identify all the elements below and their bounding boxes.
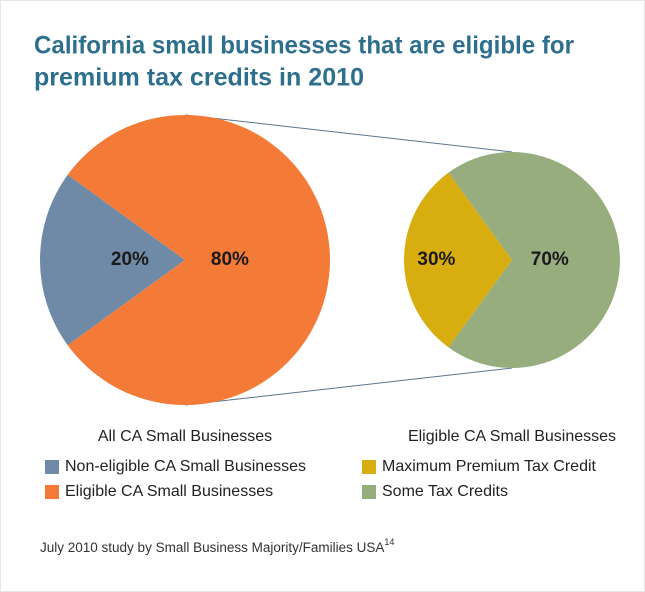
pie-slice: [39, 174, 185, 346]
legend-label: Eligible CA Small Businesses: [65, 483, 273, 500]
source-text: July 2010 study by Small Business Majori…: [40, 540, 384, 555]
source: July 2010 study by Small Business Majori…: [40, 537, 394, 554]
footnote: 14: [384, 537, 394, 547]
legend-swatch: [45, 485, 59, 499]
data-label: 20%: [111, 249, 149, 270]
pie-label: Eligible CA Small Businesses: [408, 428, 616, 445]
pie-slice: [448, 151, 620, 368]
chart-title: premium tax credits in 2010: [34, 64, 364, 92]
data-label: 30%: [417, 249, 455, 270]
connector: [184, 114, 513, 153]
pie-label: All CA Small Businesses: [98, 428, 272, 445]
pie-slice: [67, 114, 330, 405]
legend-swatch: [45, 460, 59, 474]
connector: [184, 367, 513, 406]
data-label: 80%: [211, 249, 249, 270]
chart-title: California small businesses that are eli…: [34, 32, 574, 60]
legend-swatch: [362, 485, 376, 499]
legend-label: Some Tax Credits: [382, 483, 508, 500]
legend-label: Non-eligible CA Small Businesses: [65, 458, 306, 475]
pie-slice: [403, 172, 512, 348]
legend-label: Maximum Premium Tax Credit: [382, 458, 597, 475]
data-label: 70%: [531, 249, 569, 270]
legend-swatch: [362, 460, 376, 474]
